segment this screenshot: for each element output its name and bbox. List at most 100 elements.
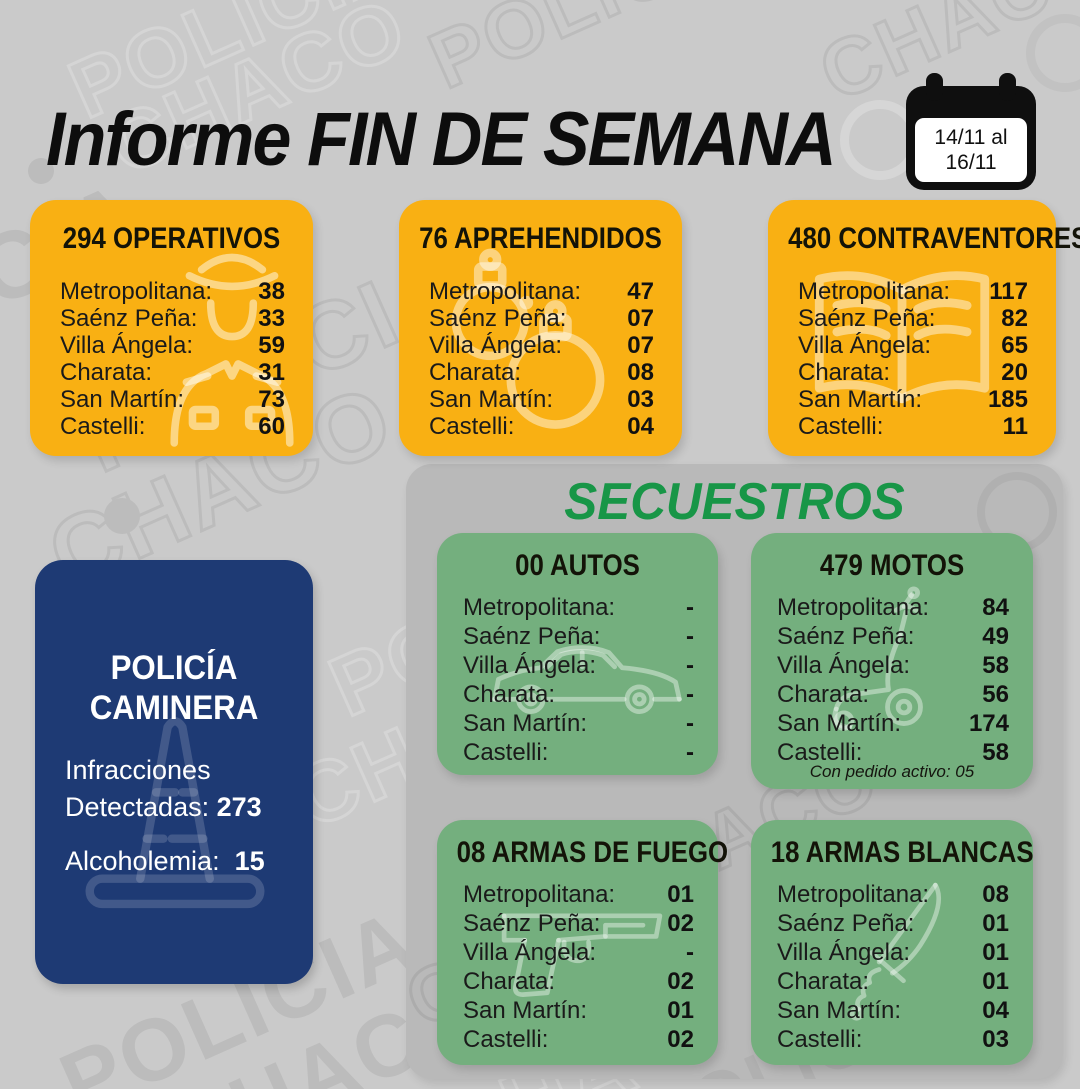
stat-value: - — [686, 739, 694, 766]
stat-row: Saénz Peña: 01 — [777, 909, 1009, 938]
stat-value: 11 — [1002, 413, 1028, 440]
card-motos-title: 479 MOTOS — [819, 549, 965, 582]
region-label: Saénz Peña: — [463, 623, 601, 650]
stat-value: 33 — [258, 305, 285, 332]
region-label: Castelli: — [429, 413, 515, 440]
stat-row: Castelli: 58 — [777, 738, 1009, 767]
date-badge: 14/11 al 16/11 — [915, 118, 1027, 182]
infracciones-stat: Infracciones Detectadas: 273 — [65, 752, 291, 826]
stat-value: 174 — [968, 710, 1009, 737]
stat-value: 60 — [258, 413, 285, 440]
card-armas-fuego-title: 08 ARMAS DE FUEGO — [456, 836, 729, 869]
region-label: Metropolitana: — [60, 278, 213, 305]
region-label: San Martín: — [60, 386, 185, 413]
stat-row: Castelli: - — [463, 738, 694, 767]
region-label: San Martín: — [463, 710, 588, 737]
stat-value: - — [686, 939, 694, 966]
stat-row: San Martín: 174 — [777, 709, 1009, 738]
stat-row: Villa Ángela: 01 — [777, 938, 1009, 967]
region-label: Villa Ángela: — [463, 652, 596, 679]
handcuffs-icon — [415, 246, 641, 452]
stat-row: Charata: 02 — [463, 967, 694, 996]
region-label: San Martín: — [777, 997, 902, 1024]
stat-value: 04 — [982, 997, 1009, 1024]
stat-value: - — [686, 623, 694, 650]
stat-row: Villa Ángela: 65 — [798, 332, 1028, 359]
stat-value: 01 — [667, 997, 694, 1024]
region-label: Castelli: — [463, 1026, 549, 1053]
stat-row: Saénz Peña: 02 — [463, 909, 694, 938]
card-contraventores-title: 480 CONTRAVENTORES — [788, 222, 1080, 255]
stat-row: San Martín: 73 — [60, 386, 285, 413]
stat-value: - — [686, 652, 694, 679]
watermark-dot — [28, 158, 54, 184]
stat-value: 84 — [982, 594, 1009, 621]
card-armas-fuego: 08 ARMAS DE FUEGO Metropolitana: 01 Saénz… — [437, 820, 729, 1065]
operativos-table: Metropolitana: 38 Saénz Peña: 33 Villa Áng… — [60, 278, 285, 440]
region-label: San Martín: — [463, 997, 588, 1024]
stat-row: Villa Ángela: 07 — [429, 332, 654, 359]
page-title: Informe FIN DE SEMANA — [46, 97, 837, 182]
region-label: Castelli: — [60, 413, 146, 440]
stat-row: Metropolitana: - — [463, 593, 694, 622]
stat-value: 08 — [982, 881, 1009, 908]
region-label: Villa Ángela: — [777, 652, 910, 679]
stat-value: - — [686, 710, 694, 737]
region-label: Villa Ángela: — [463, 939, 596, 966]
watermark-text: POLICIA — [415, 0, 770, 107]
card-motos: 479 MOTOS Metropolitana: 84 Saénz Peña: 49… — [751, 533, 1033, 789]
card-contraventores: 480 CONTRAVENTORES Metropolitana: 117 Saé… — [768, 200, 1080, 456]
stat-value: 03 — [982, 1026, 1009, 1053]
stat-value: 01 — [982, 939, 1009, 966]
region-label: Castelli: — [463, 739, 549, 766]
region-label: San Martín: — [777, 710, 902, 737]
contraventores-table: Metropolitana: 117 Saénz Peña: 82 Villa Án… — [798, 278, 1028, 440]
infracciones-value: 273 — [216, 792, 262, 822]
caminera-title-line2: CAMINERA — [89, 689, 259, 727]
region-label: Villa Ángela: — [429, 332, 562, 359]
stat-row: Villa Ángela: - — [463, 938, 694, 967]
region-label: Saénz Peña: — [777, 910, 915, 937]
region-label: Metropolitana: — [463, 881, 616, 908]
stat-row: Charata: 20 — [798, 359, 1028, 386]
calendar-ring-right — [999, 73, 1016, 101]
region-label: Charata: — [463, 968, 556, 995]
stat-value: 31 — [258, 359, 285, 386]
watermark-ring — [1026, 14, 1080, 92]
stat-row: Metropolitana: 01 — [463, 880, 694, 909]
stat-value: - — [686, 594, 694, 621]
police-officer-icon — [156, 216, 308, 448]
stat-row: Castelli: 11 — [798, 413, 1028, 440]
region-label: Saénz Peña: — [777, 623, 915, 650]
stat-value: 185 — [987, 386, 1028, 413]
stat-value: 01 — [667, 881, 694, 908]
stat-row: Saénz Peña: 49 — [777, 622, 1009, 651]
motos-table: Metropolitana: 84 Saénz Peña: 49 Villa Áng… — [777, 593, 1009, 767]
stat-value: 07 — [627, 305, 654, 332]
stat-row: Castelli: 03 — [777, 1025, 1009, 1054]
stat-row: Charata: 01 — [777, 967, 1009, 996]
secuestros-heading: SECUESTROS — [564, 473, 905, 531]
date-line-2: 16/11 — [945, 151, 997, 174]
stat-value: 56 — [982, 681, 1009, 708]
stat-value: 58 — [982, 739, 1009, 766]
stat-value: 59 — [258, 332, 285, 359]
car-icon — [487, 628, 687, 720]
stat-value: 117 — [989, 278, 1028, 305]
armas-blancas-table: Metropolitana: 08 Saénz Peña: 01 Villa Áng… — [777, 880, 1009, 1054]
stat-row: Metropolitana: 84 — [777, 593, 1009, 622]
stat-value: 47 — [627, 278, 654, 305]
card-operativos-title: 294 OPERATIVOS — [62, 222, 281, 255]
date-line-1: 14/11 al — [934, 126, 1008, 149]
infracciones-label: Infracciones Detectadas: — [65, 755, 211, 822]
stat-value: 02 — [667, 910, 694, 937]
caminera-title-line1: POLICÍA — [110, 649, 238, 687]
region-label: Saénz Peña: — [60, 305, 198, 332]
stat-row: San Martín: 185 — [798, 386, 1028, 413]
region-label: San Martín: — [798, 386, 923, 413]
card-armas-blancas: 18 ARMAS BLANCAS Metropolitana: 08 Saénz … — [751, 820, 1034, 1065]
card-aprehendidos-title: 76 APREHENDIDOS — [419, 222, 662, 255]
card-operativos: 294 OPERATIVOS Metropolitana: 38 Saénz Pe… — [30, 200, 313, 456]
stat-value: 08 — [627, 359, 654, 386]
